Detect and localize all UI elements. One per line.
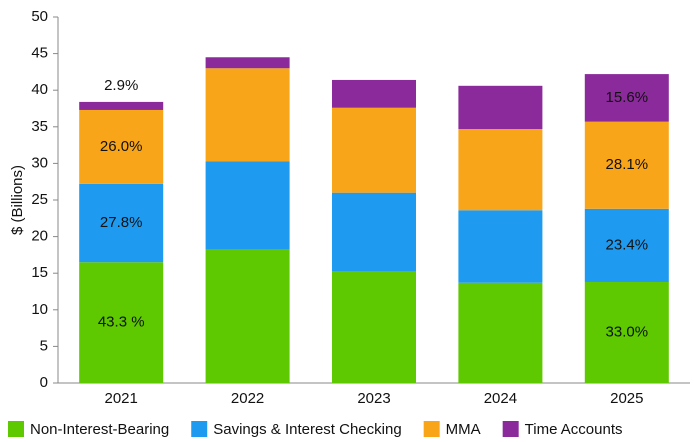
bar-segment [458,282,543,383]
data-label: 26.0% [100,138,143,155]
x-tick-label: 2022 [231,390,264,407]
data-label: 28.1% [606,156,649,173]
bar-segment [79,109,164,184]
data-label: 27.8% [100,214,143,231]
y-axis-label: $ (Billions) [9,165,26,235]
bar-segment [584,281,669,383]
bar-segment [79,262,164,383]
legend-label: MMA [446,421,481,438]
bar-segment [205,249,290,383]
y-tick-label: 25 [31,191,48,208]
y-tick-label: 35 [31,118,48,135]
x-tick-label: 2023 [357,390,390,407]
x-tick-label: 2024 [484,390,517,407]
y-tick-label: 45 [31,45,48,62]
y-tick-label: 15 [31,264,48,281]
y-tick-label: 10 [31,301,48,318]
legend-label: Time Accounts [525,421,623,438]
bar-segment [332,271,416,383]
y-tick-label: 5 [40,337,48,354]
bar-segment [332,79,416,108]
y-tick-label: 40 [31,81,48,98]
bar-segment [79,183,164,263]
legend-swatch [423,421,440,437]
x-tick-label: 2025 [610,390,643,407]
y-tick-label: 20 [31,228,48,245]
data-label: 33.0% [606,323,649,340]
bar-segment [458,128,543,211]
bar-segment [205,57,290,69]
x-tick-label: 2021 [105,390,138,407]
bar-segment [332,192,416,272]
bar-segment [79,101,164,110]
legend-swatch [191,421,208,437]
legend-label: Savings & Interest Checking [213,421,401,438]
bar-segment [205,68,290,162]
y-tick-label: 50 [31,8,48,25]
bar-segment [584,208,669,282]
bar-segment [458,210,543,283]
data-label: 43.3 % [98,314,145,331]
bar-segment [584,74,669,122]
legend-swatch [8,421,24,437]
data-label: 15.6% [606,89,649,106]
bar-segment [584,121,669,209]
y-tick-label: 0 [40,374,48,391]
bar-segment [332,107,416,193]
legend-swatch [502,421,519,437]
bar-segment [458,85,543,129]
legend-label: Non-Interest-Bearing [30,421,169,438]
y-tick-label: 30 [31,154,48,171]
data-label: 23.4% [606,236,649,253]
bar-segment [205,161,290,250]
data-label: 2.9% [104,77,138,94]
